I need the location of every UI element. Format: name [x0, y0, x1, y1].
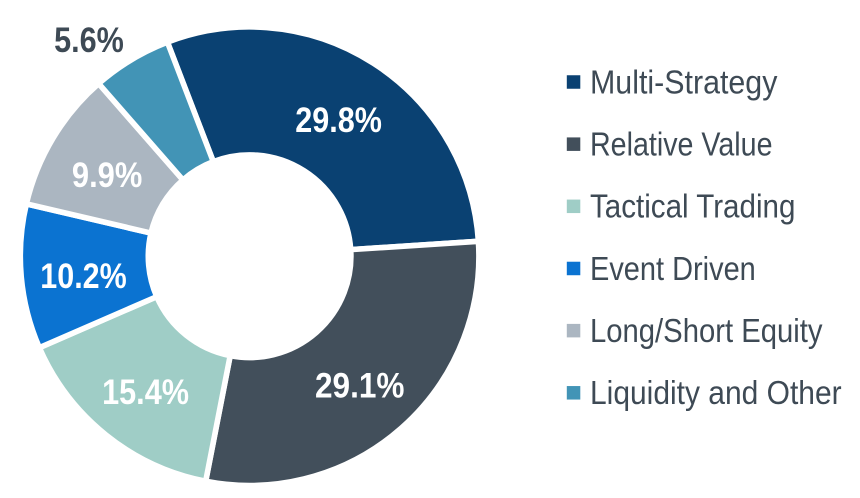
svg-text:Long/Short Equity: Long/Short Equity: [590, 312, 823, 349]
svg-text:29.1%: 29.1%: [315, 367, 405, 406]
svg-text:Tactical Trading: Tactical Trading: [590, 188, 795, 225]
svg-text:15.4%: 15.4%: [102, 373, 189, 412]
svg-text:Liquidity and Other: Liquidity and Other: [590, 374, 842, 411]
svg-text:5.6%: 5.6%: [54, 21, 124, 60]
svg-text:9.9%: 9.9%: [72, 156, 142, 195]
svg-text:10.2%: 10.2%: [40, 257, 126, 296]
svg-text:29.8%: 29.8%: [295, 101, 382, 140]
svg-text:Event Driven: Event Driven: [590, 250, 756, 287]
svg-text:Multi-Strategy: Multi-Strategy: [590, 63, 778, 100]
svg-text:Relative Value: Relative Value: [590, 126, 773, 163]
